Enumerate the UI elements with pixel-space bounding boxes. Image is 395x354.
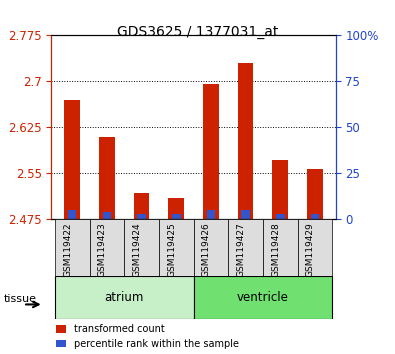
Bar — [172, 214, 181, 219]
Bar — [134, 193, 149, 219]
FancyBboxPatch shape — [297, 219, 332, 276]
FancyBboxPatch shape — [159, 219, 194, 276]
Bar — [64, 100, 80, 219]
Bar — [203, 85, 219, 219]
Bar — [207, 210, 215, 219]
Bar — [241, 210, 250, 219]
FancyBboxPatch shape — [55, 219, 90, 276]
Text: GDS3625 / 1377031_at: GDS3625 / 1377031_at — [117, 25, 278, 39]
Bar — [310, 214, 319, 219]
Text: GSM119422: GSM119422 — [63, 222, 72, 277]
FancyBboxPatch shape — [194, 219, 228, 276]
FancyBboxPatch shape — [124, 219, 159, 276]
Text: GSM119425: GSM119425 — [167, 222, 176, 277]
Bar — [99, 137, 115, 219]
Text: GSM119424: GSM119424 — [133, 222, 141, 277]
Bar — [276, 214, 284, 219]
FancyBboxPatch shape — [90, 219, 124, 276]
Text: GSM119427: GSM119427 — [237, 222, 246, 277]
FancyBboxPatch shape — [55, 276, 194, 319]
Bar — [307, 169, 323, 219]
FancyBboxPatch shape — [228, 219, 263, 276]
FancyBboxPatch shape — [263, 219, 297, 276]
Text: GSM119423: GSM119423 — [98, 222, 107, 277]
Bar — [168, 198, 184, 219]
Legend: transformed count, percentile rank within the sample: transformed count, percentile rank withi… — [56, 324, 239, 349]
Bar — [68, 210, 77, 219]
Text: GSM119426: GSM119426 — [202, 222, 211, 277]
Bar — [238, 63, 253, 219]
Text: tissue: tissue — [4, 294, 37, 304]
Text: atrium: atrium — [105, 291, 144, 304]
Text: GSM119428: GSM119428 — [271, 222, 280, 277]
Bar — [103, 212, 111, 219]
FancyBboxPatch shape — [194, 276, 332, 319]
Bar — [137, 214, 146, 219]
Text: ventricle: ventricle — [237, 291, 289, 304]
Text: GSM119429: GSM119429 — [306, 222, 315, 277]
Bar — [273, 160, 288, 219]
